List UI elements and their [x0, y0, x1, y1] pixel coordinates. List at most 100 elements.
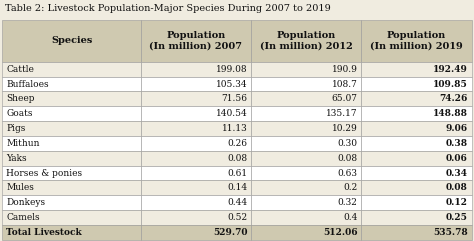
- FancyBboxPatch shape: [251, 62, 361, 77]
- FancyBboxPatch shape: [251, 136, 361, 151]
- Text: 0.08: 0.08: [446, 183, 468, 192]
- Text: 0.08: 0.08: [227, 154, 247, 163]
- Text: 0.4: 0.4: [343, 213, 357, 222]
- FancyBboxPatch shape: [2, 121, 141, 136]
- FancyBboxPatch shape: [2, 195, 141, 210]
- Text: Camels: Camels: [6, 213, 40, 222]
- Text: 105.34: 105.34: [216, 80, 247, 88]
- Text: 148.88: 148.88: [433, 109, 468, 118]
- FancyBboxPatch shape: [141, 181, 251, 195]
- FancyBboxPatch shape: [361, 91, 472, 106]
- Text: Sheep: Sheep: [6, 94, 35, 103]
- FancyBboxPatch shape: [361, 20, 472, 62]
- Text: 71.56: 71.56: [221, 94, 247, 103]
- Text: 192.49: 192.49: [433, 65, 468, 74]
- FancyBboxPatch shape: [141, 210, 251, 225]
- FancyBboxPatch shape: [2, 20, 141, 62]
- FancyBboxPatch shape: [2, 225, 141, 240]
- FancyBboxPatch shape: [361, 62, 472, 77]
- FancyBboxPatch shape: [2, 166, 141, 181]
- FancyBboxPatch shape: [251, 181, 361, 195]
- Text: Pigs: Pigs: [6, 124, 26, 133]
- FancyBboxPatch shape: [141, 195, 251, 210]
- Text: 65.07: 65.07: [331, 94, 357, 103]
- Text: 0.44: 0.44: [227, 198, 247, 207]
- Text: 0.2: 0.2: [343, 183, 357, 192]
- Text: 0.52: 0.52: [227, 213, 247, 222]
- Text: 0.32: 0.32: [337, 198, 357, 207]
- Text: 529.70: 529.70: [213, 228, 247, 237]
- FancyBboxPatch shape: [361, 121, 472, 136]
- Text: 199.08: 199.08: [216, 65, 247, 74]
- FancyBboxPatch shape: [361, 77, 472, 91]
- Text: Population
(In million) 2019: Population (In million) 2019: [370, 31, 463, 51]
- Text: 11.13: 11.13: [221, 124, 247, 133]
- FancyBboxPatch shape: [251, 91, 361, 106]
- FancyBboxPatch shape: [2, 181, 141, 195]
- FancyBboxPatch shape: [141, 121, 251, 136]
- FancyBboxPatch shape: [361, 195, 472, 210]
- Text: 0.61: 0.61: [227, 168, 247, 178]
- FancyBboxPatch shape: [251, 106, 361, 121]
- FancyBboxPatch shape: [2, 91, 141, 106]
- Text: 0.30: 0.30: [337, 139, 357, 148]
- Text: 0.63: 0.63: [337, 168, 357, 178]
- FancyBboxPatch shape: [251, 195, 361, 210]
- FancyBboxPatch shape: [251, 210, 361, 225]
- FancyBboxPatch shape: [361, 166, 472, 181]
- Text: Table 2: Livestock Population-Major Species During 2007 to 2019: Table 2: Livestock Population-Major Spec…: [5, 4, 330, 13]
- Text: 0.08: 0.08: [337, 154, 357, 163]
- FancyBboxPatch shape: [2, 151, 141, 166]
- Text: 140.54: 140.54: [216, 109, 247, 118]
- Text: 9.06: 9.06: [446, 124, 468, 133]
- Text: 0.25: 0.25: [446, 213, 468, 222]
- FancyBboxPatch shape: [141, 62, 251, 77]
- Text: 0.12: 0.12: [446, 198, 468, 207]
- FancyBboxPatch shape: [251, 225, 361, 240]
- FancyBboxPatch shape: [2, 77, 141, 91]
- Text: Total Livestock: Total Livestock: [6, 228, 82, 237]
- Text: Population
(In million) 2012: Population (In million) 2012: [260, 31, 353, 51]
- FancyBboxPatch shape: [2, 106, 141, 121]
- Text: 0.06: 0.06: [446, 154, 468, 163]
- Text: 190.9: 190.9: [332, 65, 357, 74]
- FancyBboxPatch shape: [141, 106, 251, 121]
- FancyBboxPatch shape: [251, 151, 361, 166]
- FancyBboxPatch shape: [361, 106, 472, 121]
- Text: 535.78: 535.78: [433, 228, 468, 237]
- FancyBboxPatch shape: [141, 77, 251, 91]
- Text: 512.06: 512.06: [323, 228, 357, 237]
- Text: Population
(In million) 2007: Population (In million) 2007: [149, 31, 242, 51]
- Text: 135.17: 135.17: [326, 109, 357, 118]
- Text: 74.26: 74.26: [439, 94, 468, 103]
- FancyBboxPatch shape: [141, 151, 251, 166]
- FancyBboxPatch shape: [251, 121, 361, 136]
- Text: 0.38: 0.38: [446, 139, 468, 148]
- Text: Horses & ponies: Horses & ponies: [6, 168, 82, 178]
- FancyBboxPatch shape: [141, 166, 251, 181]
- Text: Yaks: Yaks: [6, 154, 27, 163]
- Text: 0.34: 0.34: [446, 168, 468, 178]
- FancyBboxPatch shape: [251, 166, 361, 181]
- Text: Cattle: Cattle: [6, 65, 34, 74]
- FancyBboxPatch shape: [141, 20, 251, 62]
- Text: Goats: Goats: [6, 109, 33, 118]
- Text: 108.7: 108.7: [332, 80, 357, 88]
- Text: 10.29: 10.29: [332, 124, 357, 133]
- Text: Buffaloes: Buffaloes: [6, 80, 49, 88]
- Text: 109.85: 109.85: [433, 80, 468, 88]
- FancyBboxPatch shape: [2, 210, 141, 225]
- FancyBboxPatch shape: [2, 62, 141, 77]
- FancyBboxPatch shape: [361, 210, 472, 225]
- FancyBboxPatch shape: [361, 136, 472, 151]
- Text: Donkeys: Donkeys: [6, 198, 46, 207]
- FancyBboxPatch shape: [251, 20, 361, 62]
- Text: Mules: Mules: [6, 183, 34, 192]
- Text: 0.14: 0.14: [227, 183, 247, 192]
- FancyBboxPatch shape: [141, 136, 251, 151]
- FancyBboxPatch shape: [2, 136, 141, 151]
- FancyBboxPatch shape: [141, 225, 251, 240]
- FancyBboxPatch shape: [361, 181, 472, 195]
- Text: 0.26: 0.26: [228, 139, 247, 148]
- FancyBboxPatch shape: [361, 225, 472, 240]
